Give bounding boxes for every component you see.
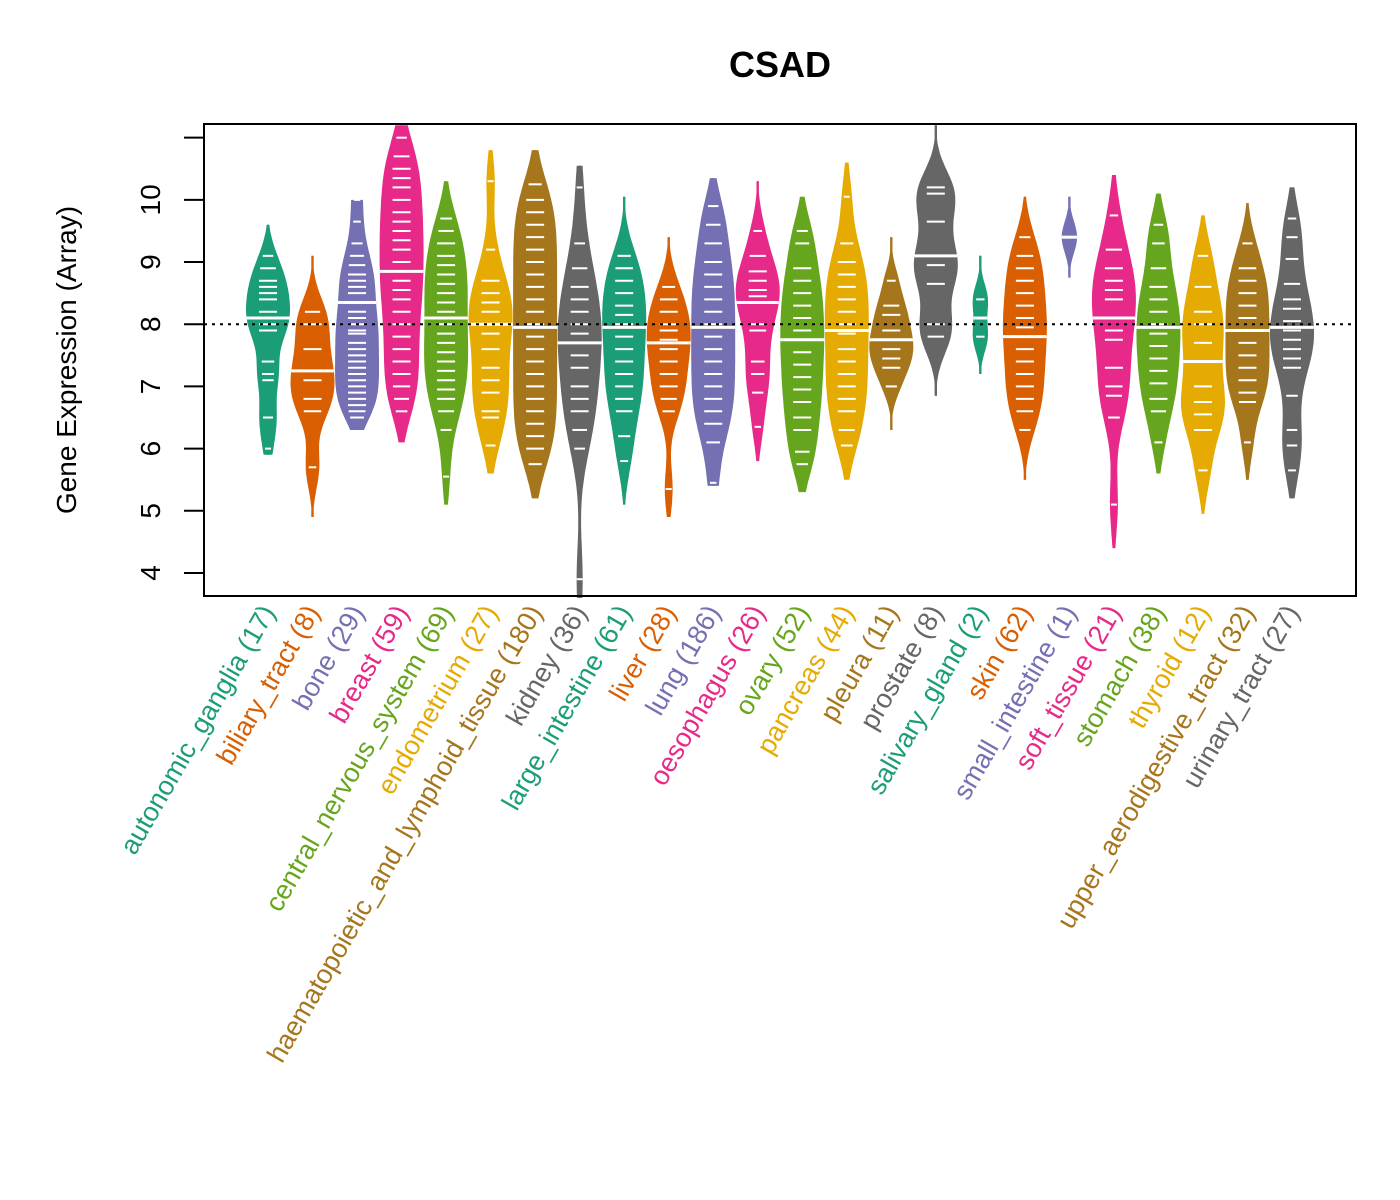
violin-endometrium	[468, 150, 513, 474]
y-tick-label: 8	[135, 316, 166, 332]
violin-salivary_gland	[972, 255, 988, 374]
violin-breast	[379, 125, 424, 443]
x-axis-labels: autonomic_ganglia (17)biliary_tract (8)b…	[114, 600, 1305, 1067]
violin-kidney	[557, 165, 602, 598]
violin-thyroid	[1181, 215, 1225, 514]
violin-soft_tissue	[1091, 174, 1136, 549]
violin-biliary_tract	[290, 255, 335, 518]
y-axis-label: Gene Expression (Array)	[51, 206, 82, 514]
plot-frame	[203, 123, 1357, 597]
violin-upper_aerodigestive_tract	[1225, 202, 1270, 480]
y-tick-label: 10	[135, 184, 166, 215]
violin-haematopoietic_and_lymphoid_tissue	[513, 150, 558, 499]
y-tick-label: 4	[135, 565, 166, 581]
violin-large_intestine	[602, 196, 647, 505]
violin-pleura	[869, 237, 914, 430]
violin-ovary	[780, 196, 825, 493]
y-tick-label: 9	[135, 254, 166, 270]
violin-central_nervous_system	[424, 181, 469, 505]
y-tick-label: 7	[135, 379, 166, 395]
violin-bone	[335, 173, 379, 430]
violin-oesophagus	[735, 181, 780, 462]
y-axis: 4 5 6 7 8 9 10	[135, 136, 205, 581]
y-tick-label: 6	[135, 441, 166, 457]
violin-liver	[646, 237, 691, 518]
y-tick-label: 5	[135, 503, 166, 519]
chart-title: CSAD	[729, 44, 831, 85]
violin-stomach	[1136, 193, 1181, 474]
violin-skin	[1002, 196, 1047, 480]
violin-small_intestine	[1061, 196, 1078, 278]
violin-lung	[691, 178, 736, 486]
violins	[246, 125, 1314, 598]
violin-pancreas	[824, 162, 869, 480]
violin-urinary_tract	[1270, 187, 1314, 499]
violin-prostate	[913, 125, 958, 396]
violin-autonomic_ganglia	[246, 224, 290, 455]
